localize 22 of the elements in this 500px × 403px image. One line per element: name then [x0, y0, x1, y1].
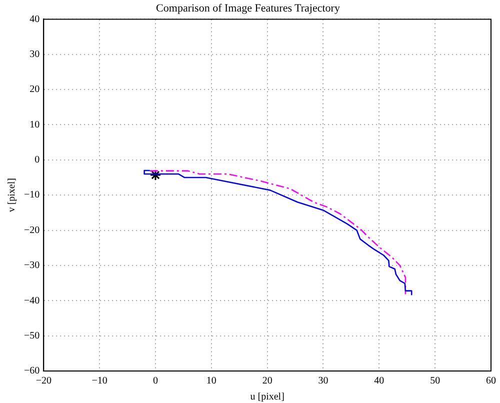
y-tick-label: 30: [30, 49, 40, 60]
x-tick-label: 30: [318, 376, 328, 387]
x-tick-label: −10: [92, 376, 108, 387]
y-tick-label: −40: [24, 295, 40, 306]
x-tick-label: 50: [430, 376, 440, 387]
x-tick-label: 0: [152, 376, 158, 387]
y-tick-label: −60: [24, 366, 40, 377]
y-axis-title: v [pixel]: [6, 178, 18, 212]
chart-title: Comparison of Image Features Trajectory: [156, 2, 340, 14]
y-tick-label: 40: [30, 14, 40, 25]
y-tick-label: −20: [24, 224, 40, 236]
y-tick-label: 0: [34, 154, 40, 166]
y-tick-label: 20: [30, 84, 40, 96]
y-tick-label: −10: [24, 190, 40, 201]
x-tick-label: 20: [262, 376, 272, 387]
y-tick-label: 10: [30, 119, 40, 130]
y-tick-label: −50: [24, 330, 40, 342]
x-tick-label: 40: [374, 376, 384, 387]
x-tick-label: 10: [206, 376, 216, 387]
y-tick-label: −30: [24, 260, 40, 272]
x-axis-title: u [pixel]: [250, 392, 284, 403]
x-tick-label: 60: [486, 376, 496, 387]
